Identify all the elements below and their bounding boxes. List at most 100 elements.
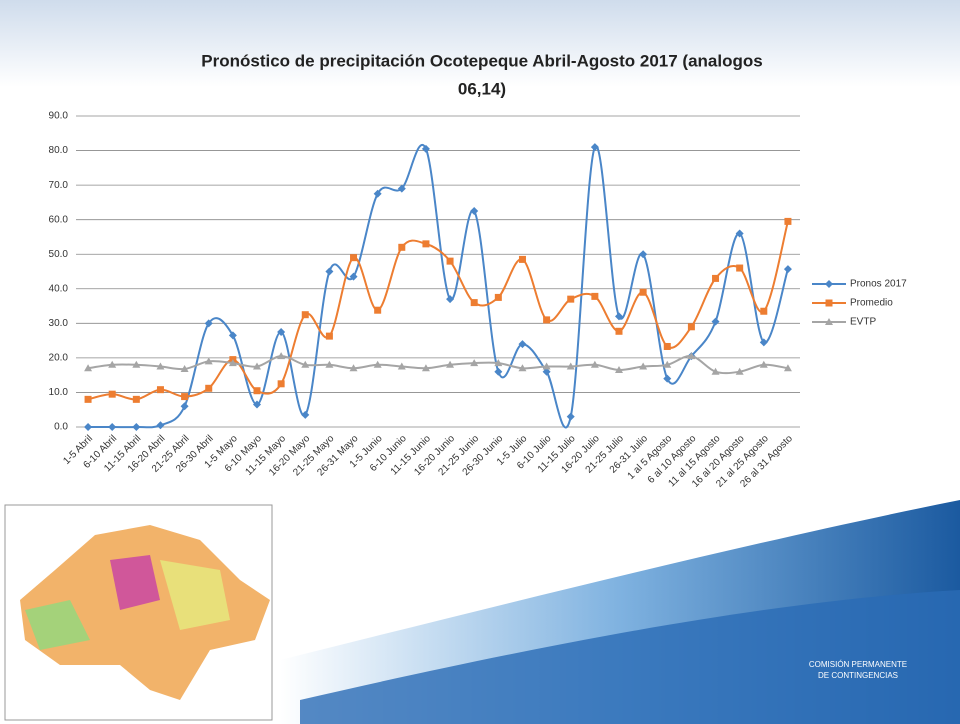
marker [446,295,455,304]
logo-text: COMISIÓN PERMANENTE [809,660,907,669]
marker [783,364,792,372]
legend-label: Promedio [850,298,893,309]
marker [132,360,141,368]
map-region [160,560,230,630]
marker [590,143,599,152]
marker [253,400,261,409]
marker [277,327,286,336]
logo-text: DE CONTINGENCIAS [818,671,898,680]
marker [566,412,575,421]
marker [663,342,671,350]
marker [446,360,455,368]
marker [759,338,768,347]
y-tick-label: 30.0 [49,318,69,329]
marker [397,362,406,370]
marker [736,264,744,272]
marker [374,306,382,314]
marker [373,189,382,198]
marker [84,395,92,403]
marker [253,362,261,370]
marker [615,312,623,321]
marker [567,295,575,303]
marker [204,319,213,328]
y-tick-label: 70.0 [49,180,69,191]
marker [494,367,503,376]
marker [180,402,189,411]
marker [615,327,623,335]
marker [687,323,695,331]
marker [156,386,164,394]
marker [277,352,286,360]
marker [470,299,478,307]
marker [421,144,430,153]
marker [349,272,358,281]
legend-label: Pronos 2017 [850,279,907,290]
marker [639,362,648,370]
marker [325,332,333,340]
marker [639,250,648,259]
marker [518,364,527,372]
marker [108,390,116,398]
marker [277,380,285,388]
marker [687,352,696,360]
marker [156,362,165,370]
marker [615,365,623,373]
marker [132,395,140,403]
marker [350,254,358,262]
map [4,504,273,721]
y-tick-label: 80.0 [49,145,69,156]
marker [228,331,237,340]
marker [325,360,334,368]
marker [325,267,334,276]
marker [711,317,720,326]
marker [663,374,672,383]
marker [301,410,310,419]
marker [397,184,406,193]
y-tick-label: 10.0 [49,387,69,398]
marker [108,423,117,431]
marker [205,384,213,392]
marker [349,364,358,372]
marker [759,360,768,368]
marker [542,367,551,376]
y-tick-label: 50.0 [49,249,69,260]
marker [422,240,430,248]
marker [301,311,309,319]
marker [591,292,599,300]
marker [494,359,503,367]
marker [181,393,189,401]
marker [228,359,237,367]
legend-label: EVTP [850,317,876,328]
marker [470,207,479,216]
marker [663,360,672,368]
marker [542,362,551,370]
marker [590,360,599,368]
marker [825,299,833,307]
marker [566,362,575,370]
chart-title: Pronóstico de precipitación Ocotepeque A… [201,51,762,70]
y-tick-label: 90.0 [49,111,69,122]
marker [543,316,551,324]
marker [711,367,720,375]
marker [639,288,647,296]
marker [518,255,526,263]
marker [84,423,93,431]
marker [446,257,454,265]
marker [735,229,744,238]
marker [421,364,430,372]
marker [784,217,792,225]
marker [470,359,479,367]
marker [204,357,213,365]
chart-title: 06,14) [458,79,506,98]
marker [180,364,189,372]
marker [712,274,720,282]
marker [783,265,792,274]
marker [108,360,117,368]
y-tick-label: 0.0 [54,422,68,433]
wave-dark [300,590,960,724]
marker [825,280,833,288]
marker [132,423,141,431]
marker [825,318,833,325]
series-line [88,144,789,429]
